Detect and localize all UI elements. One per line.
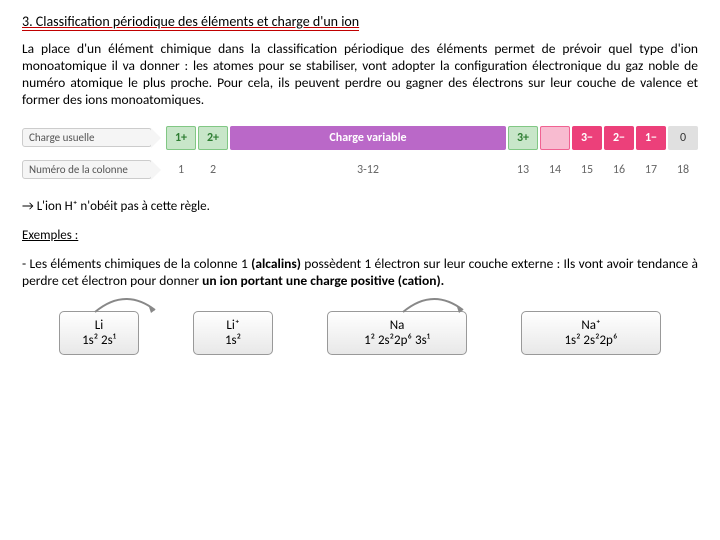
charge-cell: 1− (636, 126, 666, 150)
charge-chart: Charge usuelle 1+ 2+ Charge variable 3+ … (22, 125, 698, 183)
ion-config: 1² 2s²2p⁶ 3s¹ (342, 333, 452, 348)
charge-cell: 1+ (166, 126, 196, 150)
charge-cell: 3− (572, 126, 602, 150)
ion-symbol: Na⁺ (536, 318, 646, 333)
ion-box-li: Li 1s² 2s¹ (59, 311, 139, 355)
ion-box-na-plus: Na⁺ 1s² 2s²2p⁶ (521, 311, 661, 355)
column-cell: 14 (540, 158, 570, 182)
intro-paragraph: La place d'un élément chimique dans la c… (22, 41, 698, 109)
arrow-icon (398, 292, 468, 316)
ion-config: 1s² (208, 333, 258, 348)
charge-cell-variable: Charge variable (230, 126, 506, 150)
ion-box-na: Na 1² 2s²2p⁶ 3s¹ (327, 311, 467, 355)
column-cell: 16 (604, 158, 634, 182)
example-paragraph: - Les éléments chimiques de la colonne 1… (22, 255, 698, 289)
ion-symbol: Li (74, 318, 124, 333)
column-row-label: Numéro de la colonne (22, 160, 152, 179)
column-cell: 3-12 (230, 158, 506, 182)
charge-cell: 3+ (508, 126, 538, 150)
charge-cell: 0 (668, 126, 698, 150)
charge-row-label: Charge usuelle (22, 128, 152, 147)
ion-symbol: Na (342, 318, 452, 333)
ion-config: 1s² 2s¹ (74, 333, 124, 348)
arrow-icon (90, 292, 160, 316)
example-bold: (alcalins) (251, 255, 301, 272)
ion-boxes-row: Li 1s² 2s¹ Li⁺ 1s² Na 1² 2s²2p⁶ 3s¹ Na⁺ … (22, 311, 698, 355)
column-cell: 1 (166, 158, 196, 182)
section-title: 3. Classification périodique des élément… (22, 13, 359, 31)
charge-cell: 2− (604, 126, 634, 150)
column-row: Numéro de la colonne 1 2 3-12 13 14 15 1… (22, 157, 698, 183)
column-cell: 18 (668, 158, 698, 182)
example-bold: un ion portant une charge positive (cati… (202, 272, 444, 289)
charge-row: Charge usuelle 1+ 2+ Charge variable 3+ … (22, 125, 698, 151)
charge-cell: 2+ (198, 126, 228, 150)
column-cell: 2 (198, 158, 228, 182)
ion-symbol: Li⁺ (208, 318, 258, 333)
ion-box-li-plus: Li⁺ 1s² (193, 311, 273, 355)
example-text: - Les éléments chimiques de la colonne 1 (22, 255, 251, 272)
column-cell: 17 (636, 158, 666, 182)
ion-config: 1s² 2s²2p⁶ (536, 333, 646, 348)
examples-label: Exemples : (22, 228, 698, 243)
note-line: → L'ion H⁺ n'obéit pas à cette règle. (22, 199, 698, 214)
column-cell: 13 (508, 158, 538, 182)
column-cell: 15 (572, 158, 602, 182)
charge-cell (540, 126, 570, 150)
